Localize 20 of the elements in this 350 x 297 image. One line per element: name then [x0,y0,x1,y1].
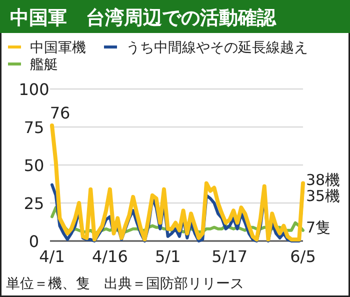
annotations: 単位＝機、隻 出典＝国防部リリース [6,276,244,292]
data-label: 35機 [306,187,340,206]
y-tick-label: 100 [18,80,50,99]
x-tick-label: 6/5 [290,247,316,266]
legend-label: 艦艇 [30,57,58,73]
y-tick-label: 0 [28,232,40,251]
x-tick-label: 4/1 [39,247,65,266]
x-tick-label: 5/17 [212,247,248,266]
y-tick-label: 50 [24,156,44,175]
y-tick-label: 75 [24,118,44,137]
data-label: 76 [50,103,70,122]
legend-label: うち中間線やその延長線越え [126,40,308,56]
data-label: 38機 [306,171,340,190]
x-tick-label: 4/16 [92,247,128,266]
data-label: 7隻 [306,218,331,236]
title: 中国軍 台湾周辺での活動確認 [0,0,350,33]
chart-title: 中国軍 台湾周辺での活動確認 [10,7,277,29]
x-tick-label: 5/1 [154,247,181,266]
legend-label: 中国軍機 [30,40,86,56]
y-tick-label: 25 [24,194,44,213]
